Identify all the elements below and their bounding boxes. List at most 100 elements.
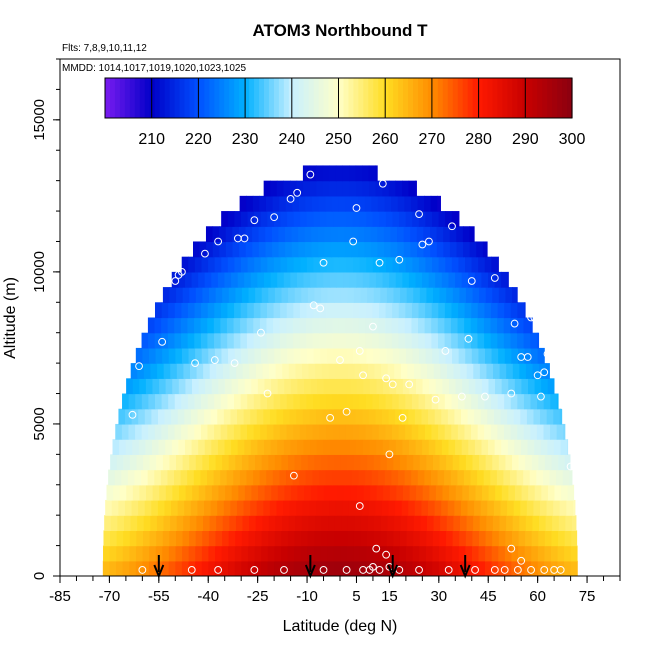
colorbar-swatch [323, 78, 330, 118]
heatmap-cell [256, 408, 264, 425]
heatmap-cell [253, 302, 262, 319]
heatmap-cell [375, 271, 384, 288]
heatmap-cell [123, 530, 131, 547]
heatmap-cell [274, 530, 282, 547]
heatmap-cell [408, 499, 416, 516]
heatmap-cell [161, 423, 169, 440]
heatmap-cell [174, 332, 182, 349]
heatmap-cell [255, 363, 264, 379]
heatmap-cell [276, 180, 285, 197]
heatmap-cell [353, 454, 362, 471]
colorbar-swatch [144, 78, 151, 118]
heatmap-cell [444, 423, 452, 440]
colorbar-swatch [378, 78, 384, 118]
sample-point [293, 188, 302, 197]
heatmap-cell [309, 408, 317, 425]
heatmap-cell [424, 423, 433, 440]
heatmap-cell [244, 378, 252, 395]
heatmap-cell [203, 363, 211, 379]
heatmap-cell [436, 226, 444, 243]
heatmap-cell [350, 484, 358, 501]
heatmap-cell [445, 256, 453, 273]
colorbar-swatch [517, 78, 523, 118]
heatmap-cell [318, 469, 327, 486]
heatmap-cell [497, 393, 505, 410]
heatmap-cell [477, 332, 485, 349]
heatmap-cell [506, 515, 514, 531]
heatmap-cell [255, 287, 263, 303]
heatmap-cell [460, 363, 468, 379]
heatmap-cell [165, 378, 173, 395]
heatmap-cell [378, 332, 386, 349]
heatmap-cell [565, 515, 573, 531]
heatmap-cell [478, 545, 486, 562]
heatmap-cell [315, 363, 323, 379]
heatmap-cell [230, 408, 238, 425]
heatmap-cell [306, 317, 314, 334]
sample-point [382, 550, 391, 559]
colorbar-swatch [263, 78, 270, 118]
colorbar-swatch [487, 78, 494, 118]
heatmap-cell [291, 226, 299, 243]
heatmap-cell [355, 165, 363, 182]
heatmap-cell [251, 484, 259, 501]
heatmap-cell [184, 499, 192, 516]
heatmap-cell [387, 515, 395, 531]
heatmap-cell [333, 347, 341, 364]
sample-point [319, 566, 328, 574]
heatmap-cell [366, 347, 374, 364]
heatmap-cell [343, 484, 351, 501]
sample-point [553, 304, 562, 313]
heatmap-cell [206, 241, 214, 258]
heatmap-cell [241, 454, 250, 471]
heatmap-cell [479, 454, 487, 471]
heatmap-cell [299, 393, 308, 410]
x-tick-label: 5 [352, 588, 360, 605]
heatmap-cell [214, 560, 223, 576]
sample-point [316, 304, 325, 313]
heatmap-cell [427, 515, 435, 531]
colorbar-tick-label: 220 [185, 131, 212, 148]
heatmap-cell [182, 545, 190, 562]
heatmap-cell [339, 332, 347, 349]
heatmap-cell [463, 241, 471, 258]
sample-point [115, 252, 124, 261]
heatmap-cell [425, 347, 433, 364]
heatmap-cell [132, 484, 141, 501]
heatmap-cell [232, 226, 240, 243]
heatmap-cell [290, 271, 298, 288]
heatmap-cell [417, 195, 425, 212]
colorbar-swatch [184, 78, 191, 118]
heatmap-cell [260, 560, 269, 576]
heatmap-cell [465, 256, 473, 273]
heatmap-cell [361, 515, 369, 531]
heatmap-cell [346, 211, 354, 227]
heatmap-cell [386, 545, 394, 562]
heatmap-cell [221, 545, 229, 562]
sample-point [589, 386, 598, 395]
sample-point [349, 237, 358, 246]
heatmap-cell [181, 302, 189, 319]
heatmap-cell [238, 484, 246, 501]
heatmap-cell [544, 545, 552, 562]
heatmap-cell [280, 545, 289, 562]
heatmap-cell [542, 469, 551, 486]
heatmap-cell [306, 393, 314, 410]
colorbar-swatch [343, 78, 350, 118]
heatmap-cell [267, 560, 275, 576]
heatmap-cell [154, 302, 163, 319]
heatmap-cell [385, 317, 393, 334]
heatmap-cell [287, 256, 295, 273]
sample-point [540, 368, 549, 377]
heatmap-cell [181, 256, 189, 273]
heatmap-cell [227, 423, 235, 440]
colorbar-swatch [363, 78, 369, 118]
heatmap-cell [423, 226, 431, 243]
heatmap-cell [406, 454, 414, 471]
heatmap-cell [285, 241, 293, 258]
heatmap-cell [129, 560, 137, 576]
heatmap-cell [286, 302, 294, 319]
colorbar-swatch [562, 78, 568, 118]
heatmap-cell [392, 302, 400, 319]
